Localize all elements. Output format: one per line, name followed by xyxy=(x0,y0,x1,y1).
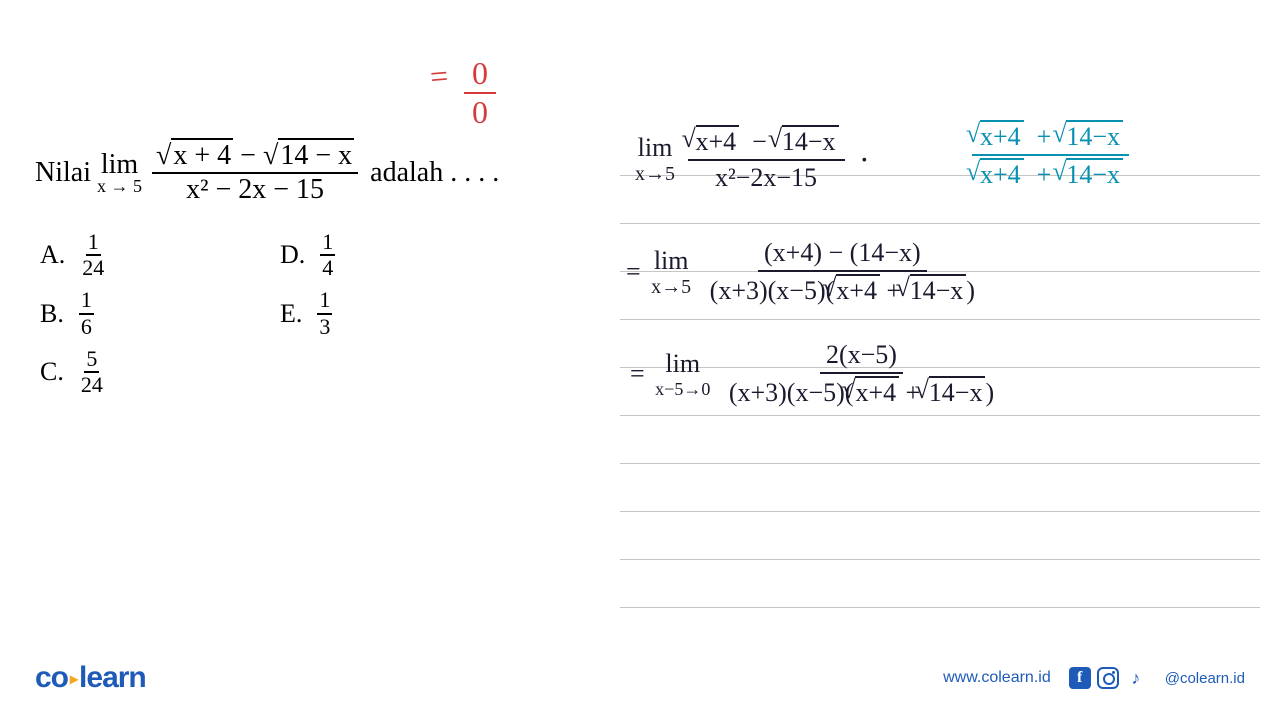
hw1b-fraction: x+4 + 14−x x+4 + 14−x xyxy=(972,120,1129,190)
facebook-icon: f xyxy=(1069,667,1091,689)
choice-C: C. 524 xyxy=(40,347,280,397)
ruled-line xyxy=(620,319,1260,320)
red-equals: = xyxy=(428,57,449,95)
multiplication-dot: · xyxy=(859,141,870,177)
ruled-line xyxy=(620,559,1260,560)
handwriting-step-3: = lim x−5→0 2(x−5) (x+3)(x−5)(x+4 + 14−x… xyxy=(630,340,1000,408)
choice-row-3: C. 524 xyxy=(40,347,335,397)
hw2-fraction: (x+4) − (14−x) (x+3)(x−5)(x+4 + 14−x) xyxy=(704,238,981,306)
social-icons: f ♪ xyxy=(1069,667,1147,689)
social-handle: @colearn.id xyxy=(1165,670,1245,687)
question-prefix: Nilai xyxy=(35,157,91,189)
red-fraction: 0 0 xyxy=(464,55,496,131)
hw3-lim: lim x−5→0 xyxy=(655,349,710,400)
hw3-fraction: 2(x−5) (x+3)(x−5)(x+4 + 14−x) xyxy=(723,340,1000,408)
main-fraction: √x + 4 − √14 − x x² − 2x − 15 xyxy=(152,140,358,206)
answer-choices: A. 124 D. 14 B. 16 E. 13 C. 524 xyxy=(40,230,335,405)
footer-right: www.colearn.id f ♪ @colearn.id xyxy=(943,667,1245,689)
choice-B: B. 16 xyxy=(40,288,280,338)
handwriting-step-2: = lim x→5 (x+4) − (14−x) (x+3)(x−5)(x+4 … xyxy=(626,238,981,306)
choice-A: A. 124 xyxy=(40,230,280,280)
limit-notation: lim x → 5 xyxy=(97,151,142,195)
fraction-denominator: x² − 2x − 15 xyxy=(182,174,328,206)
footer-url: www.colearn.id xyxy=(943,669,1051,687)
ruled-line xyxy=(620,463,1260,464)
handwriting-step-1: lim x→5 x+4 − 14−x x²−2x−15 · xyxy=(635,125,878,193)
red-num: 0 xyxy=(464,55,496,94)
red-annotation: = 0 0 xyxy=(430,55,496,131)
question-suffix: adalah . . . . xyxy=(370,157,499,189)
fraction-numerator: √x + 4 − √14 − x xyxy=(152,140,358,174)
lim-label: lim xyxy=(101,151,138,179)
hw1-lim: lim x→5 xyxy=(635,133,675,186)
question-expression: Nilai lim x → 5 √x + 4 − √14 − x x² − 2x… xyxy=(35,140,605,206)
hw1-fraction: x+4 − 14−x x²−2x−15 xyxy=(688,125,845,193)
ruled-line xyxy=(620,415,1260,416)
brand-logo: co▸learn xyxy=(35,661,146,695)
ruled-line xyxy=(620,607,1260,608)
ruled-line xyxy=(620,223,1260,224)
instagram-icon xyxy=(1097,667,1119,689)
lim-sub: x → 5 xyxy=(97,177,142,195)
question-block: Nilai lim x → 5 √x + 4 − √14 − x x² − 2x… xyxy=(35,140,605,206)
tiktok-icon: ♪ xyxy=(1125,667,1147,689)
ruled-line xyxy=(620,511,1260,512)
red-den: 0 xyxy=(464,94,496,131)
logo-dot-icon: ▸ xyxy=(70,671,77,688)
choice-D: D. 14 xyxy=(280,230,335,280)
main-canvas: Nilai lim x → 5 √x + 4 − √14 − x x² − 2x… xyxy=(0,0,1280,720)
handwriting-conjugate: x+4 + 14−x x+4 + 14−x xyxy=(972,120,1129,190)
footer: co▸learn www.colearn.id f ♪ @colearn.id xyxy=(0,661,1280,695)
choice-row-2: B. 16 E. 13 xyxy=(40,288,335,338)
hw2-lim: lim x→5 xyxy=(651,246,691,299)
choice-E: E. 13 xyxy=(280,288,332,338)
choice-row-1: A. 124 D. 14 xyxy=(40,230,335,280)
